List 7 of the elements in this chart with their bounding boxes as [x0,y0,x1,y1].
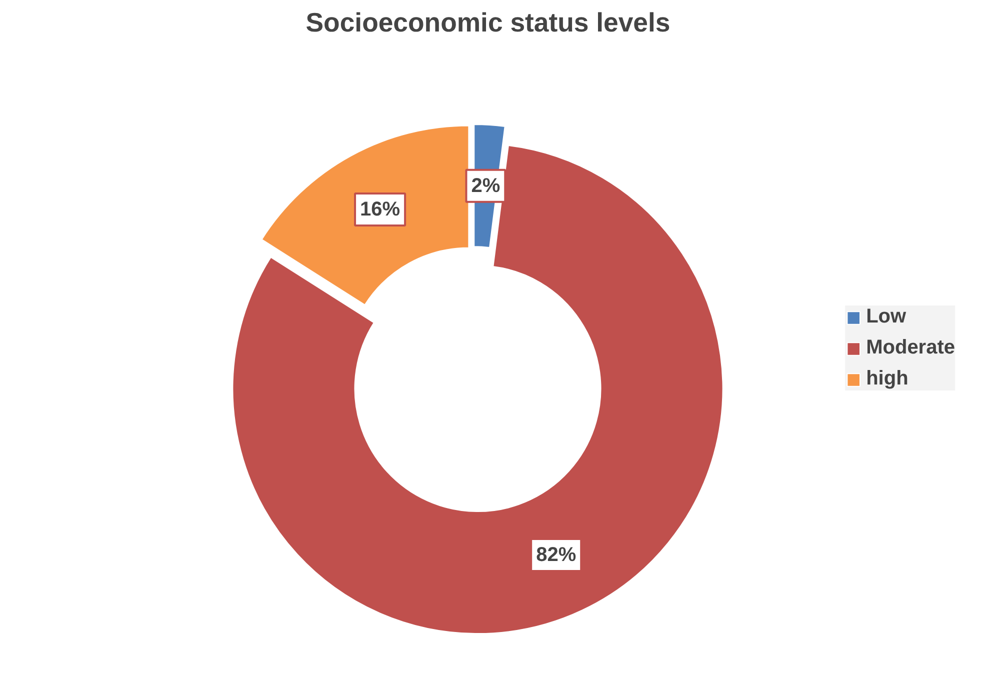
data-label: 82% [536,544,576,566]
chart-title: Socioeconomic status levels [306,8,670,38]
data-label: 2% [471,174,500,197]
legend-label: high [866,368,908,390]
legend-label: Low [866,306,906,328]
legend-label: Moderate [866,336,955,360]
data-label: 16% [360,198,400,220]
